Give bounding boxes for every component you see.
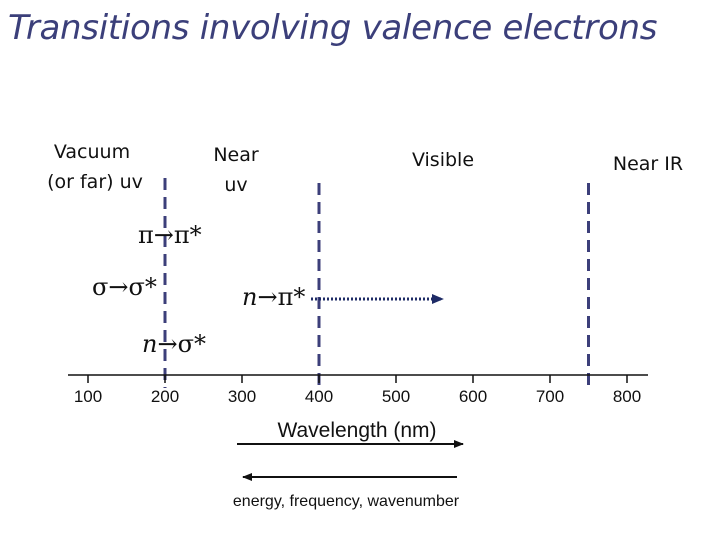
tick-label-700: 700 [536, 387, 564, 406]
tick-label-800: 800 [613, 387, 641, 406]
tick-label-100: 100 [74, 387, 102, 406]
wavelength-axis-title: Wavelength (nm) [277, 419, 436, 442]
near-uv-label-line2: uv [224, 174, 247, 196]
visible-label: Visible [412, 149, 474, 171]
vacuum-uv-label-line2: (or far) uv [47, 171, 143, 193]
n-pi-star-prefix: n [242, 283, 257, 311]
vacuum-uv-label-line1: Vacuum [54, 141, 130, 163]
n-sigma-star-label: n→σ* [142, 330, 206, 358]
n-sigma-star-rest: →σ* [157, 330, 206, 358]
tick-label-400: 400 [305, 387, 333, 406]
energy-frequency-wavenumber-label: energy, frequency, wavenumber [233, 493, 460, 510]
sigma-sigma-star-label: σ→σ* [92, 273, 157, 301]
near-uv-label-line1: Near [213, 144, 259, 166]
n-sigma-star-prefix: n [142, 330, 157, 358]
tick-label-500: 500 [382, 387, 410, 406]
tick-label-200: 200 [151, 387, 179, 406]
tick-label-600: 600 [459, 387, 487, 406]
tick-label-300: 300 [228, 387, 256, 406]
near-ir-label: Near IR [613, 153, 683, 175]
page-title: Transitions involving valence electrons [8, 8, 658, 48]
pi-pi-star-label: π→π* [138, 221, 202, 249]
n-pi-star-label: n→π* [242, 283, 305, 311]
n-pi-star-rest: →π* [257, 283, 305, 311]
axis-ticks: 100 200 300 400 500 600 700 800 [74, 375, 641, 406]
